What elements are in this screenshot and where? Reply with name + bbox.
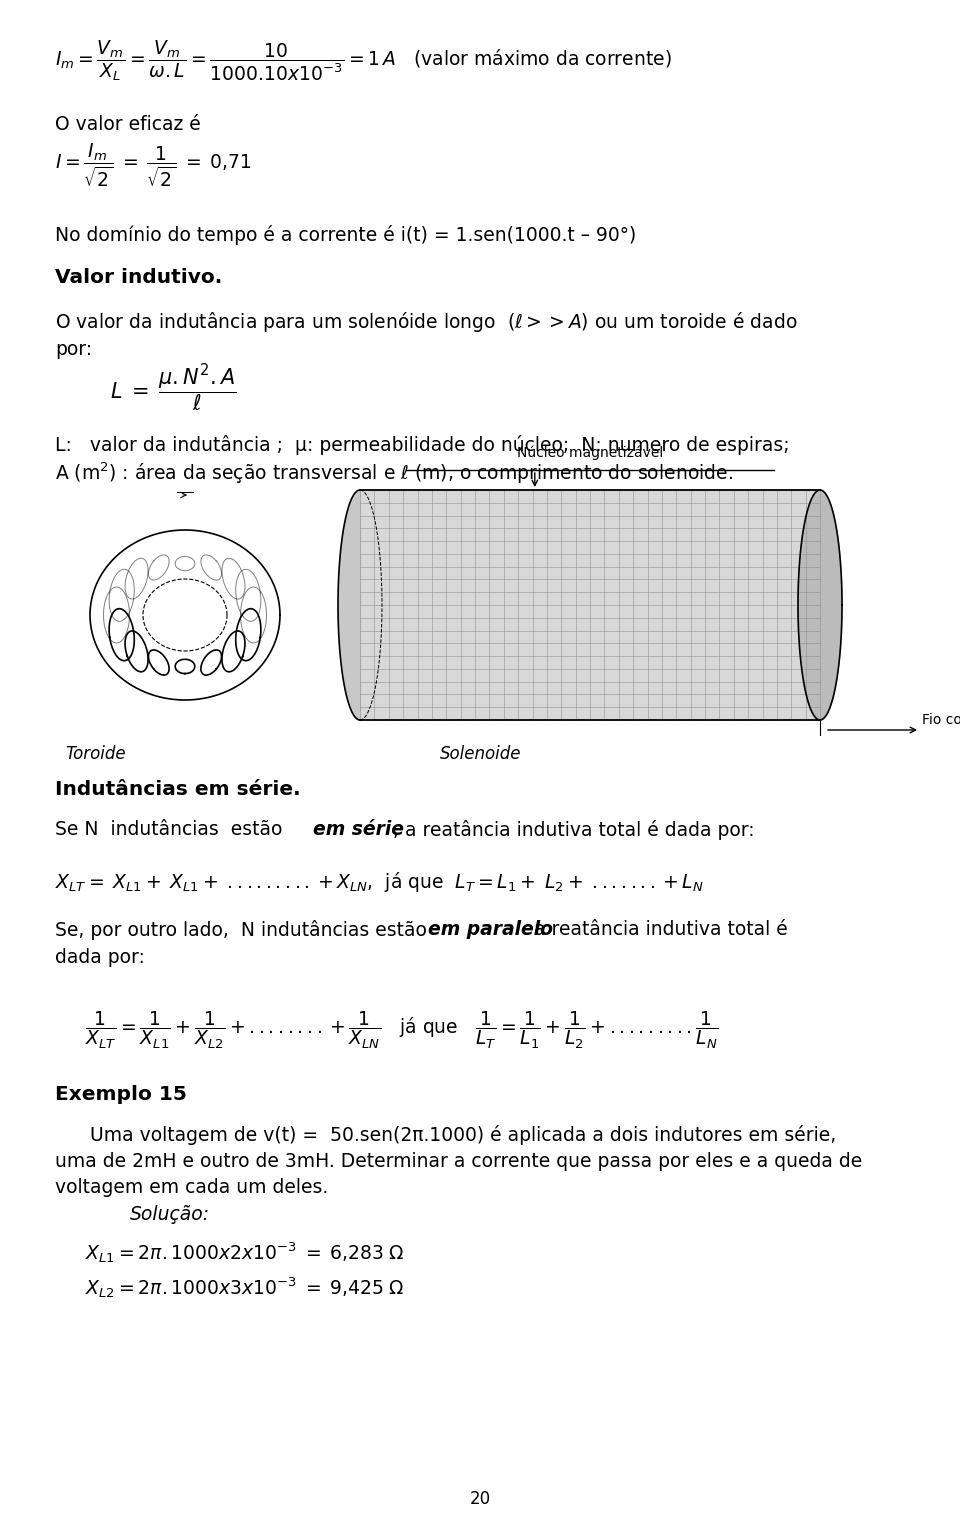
Text: Exemplo 15: Exemplo 15 xyxy=(55,1085,187,1104)
Text: Solenoide: Solenoide xyxy=(440,744,521,763)
Text: $X_{L1} = 2\pi.1000x2x10^{-3}\; = \;6{,}283\;\Omega$: $X_{L1} = 2\pi.1000x2x10^{-3}\; = \;6{,}… xyxy=(85,1241,404,1265)
Text: $L \;=\; \dfrac{\mu.N^2.A}{\ell}$: $L \;=\; \dfrac{\mu.N^2.A}{\ell}$ xyxy=(110,362,236,413)
Text: Se N  indutâncias  estão: Se N indutâncias estão xyxy=(55,820,288,840)
Text: $X_{LT} = \; X_{L1} + \; X_{L1} + \; .........+ X_{LN}$,  já que  $L_T = L_1 + \: $X_{LT} = \; X_{L1} + \; X_{L1} + \; ...… xyxy=(55,870,704,894)
Text: Indutâncias em série.: Indutâncias em série. xyxy=(55,781,300,799)
Text: $I = \dfrac{I_m}{\sqrt{2}}\; =\; \dfrac{1}{\sqrt{2}}\; =\; 0{,}71$: $I = \dfrac{I_m}{\sqrt{2}}\; =\; \dfrac{… xyxy=(55,142,252,189)
Text: Toroide: Toroide xyxy=(65,744,126,763)
Text: Solução:: Solução: xyxy=(130,1204,210,1224)
Text: voltagem em cada um deles.: voltagem em cada um deles. xyxy=(55,1179,328,1197)
Bar xyxy=(360,490,820,720)
Text: a reatância indutiva total é: a reatância indutiva total é xyxy=(528,920,788,940)
Text: Valor indutivo.: Valor indutivo. xyxy=(55,268,223,287)
Text: 20: 20 xyxy=(469,1490,491,1508)
Text: A (m$^2$) : área da seção transversal e $\ell$ (m), o comprimento do solenoide.: A (m$^2$) : área da seção transversal e … xyxy=(55,460,733,486)
Text: , a reatância indutiva total é dada por:: , a reatância indutiva total é dada por: xyxy=(393,820,755,840)
Text: em paralelo: em paralelo xyxy=(428,920,553,940)
Text: Fio condutor: Fio condutor xyxy=(922,713,960,728)
Text: $\dfrac{1}{X_{LT}} = \dfrac{1}{X_{L1}} + \dfrac{1}{X_{L2}} + ........ + \dfrac{1: $\dfrac{1}{X_{LT}} = \dfrac{1}{X_{L1}} +… xyxy=(85,1011,718,1052)
Text: $X_{L2} = 2\pi.1000x3x10^{-3}\; = \;9{,}425\;\Omega$: $X_{L2} = 2\pi.1000x3x10^{-3}\; = \;9{,}… xyxy=(85,1275,404,1300)
Text: $I_m = \dfrac{V_m}{X_L} = \dfrac{V_m}{\omega.L} = \dfrac{10}{1000.10x10^{-3}} = : $I_m = \dfrac{V_m}{X_L} = \dfrac{V_m}{\o… xyxy=(55,38,672,83)
Text: Uma voltagem de v(t) =  50.sen(2π.1000) é aplicada a dois indutores em série,: Uma voltagem de v(t) = 50.sen(2π.1000) é… xyxy=(90,1126,836,1145)
Text: No domínio do tempo é a corrente é i(t) = 1.sen(1000.t – 90°): No domínio do tempo é a corrente é i(t) … xyxy=(55,225,636,245)
Text: L:   valor da indutância ;  μ: permeabilidade do núcleo;  N: numero de espiras;: L: valor da indutância ; μ: permeabilida… xyxy=(55,436,790,455)
Text: O valor eficaz é: O valor eficaz é xyxy=(55,115,201,135)
Text: uma de 2mH e outro de 3mH. Determinar a corrente que passa por eles e a queda de: uma de 2mH e outro de 3mH. Determinar a … xyxy=(55,1151,862,1171)
Text: Núcleo magnetizável: Núcleo magnetizável xyxy=(516,445,663,460)
Polygon shape xyxy=(798,490,842,720)
Text: dada por:: dada por: xyxy=(55,949,145,967)
Text: O valor da indutância para um solenóide longo  ($\ell >> A$) ou um toroide é dad: O valor da indutância para um solenóide … xyxy=(55,310,798,334)
Text: Se, por outro lado,  N indutâncias estão: Se, por outro lado, N indutâncias estão xyxy=(55,920,433,940)
Text: por:: por: xyxy=(55,340,92,359)
Text: em série: em série xyxy=(313,820,404,840)
